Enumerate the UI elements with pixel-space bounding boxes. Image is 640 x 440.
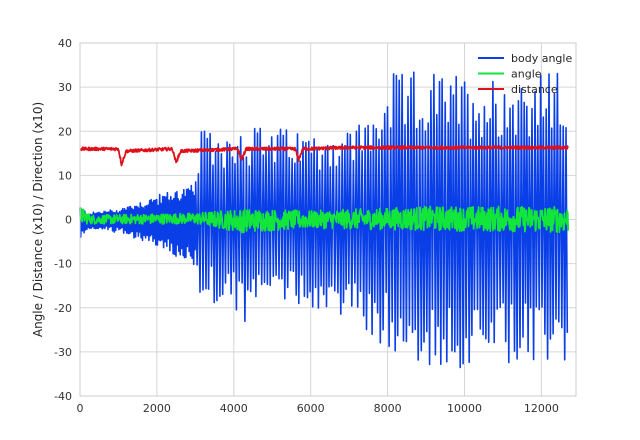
x-tick-label: 0	[77, 402, 84, 415]
y-tick-label: 30	[58, 81, 72, 94]
series-lines	[79, 71, 570, 369]
x-tick-label: 4000	[220, 402, 248, 415]
y-tick-label: 20	[58, 125, 72, 138]
x-tick-label: 8000	[374, 402, 402, 415]
y-tick-label: 40	[58, 37, 72, 50]
y-tick-label: 10	[58, 169, 72, 182]
legend: body angle angle distance	[478, 52, 572, 96]
y-axis-label: Angle / Distance (x10) / Direction (x10)	[31, 102, 45, 337]
series-line-angle	[79, 205, 570, 234]
x-tick-label: 2000	[143, 402, 171, 415]
plot-area-frame	[79, 42, 577, 397]
y-tick-label: 0	[65, 214, 72, 227]
series-line-distance	[79, 145, 569, 167]
legend-label: angle	[511, 68, 542, 81]
legend-label: body angle	[511, 52, 572, 65]
legend-label: distance	[511, 83, 558, 96]
tick-labels: 0 2000 4000 6000 8000 10000 12000 -40 -30 -20 -10 0…	[54, 37, 559, 415]
series-line-body-angle	[79, 71, 569, 369]
y-tick-label: -10	[54, 258, 72, 271]
y-tick-label: -40	[54, 390, 72, 403]
x-tick-label: 10000	[447, 402, 482, 415]
y-tick-label: -30	[54, 346, 72, 359]
x-tick-label: 6000	[297, 402, 325, 415]
x-tick-label: 12000	[524, 402, 559, 415]
y-tick-label: -20	[54, 302, 72, 315]
